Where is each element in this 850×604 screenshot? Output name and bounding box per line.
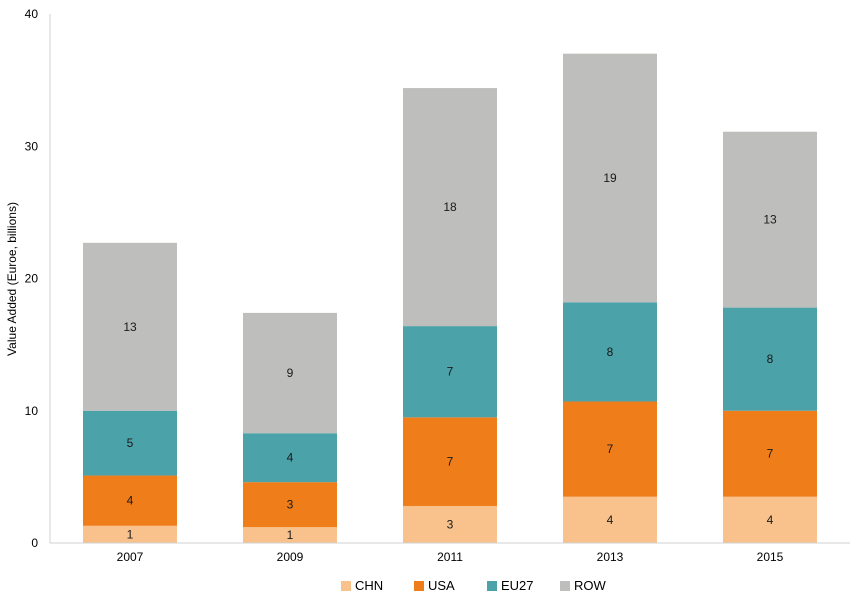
legend-item-row: ROW [560, 578, 607, 593]
data-label-chn-2007: 1 [127, 527, 134, 541]
data-label-row-2013: 19 [603, 171, 617, 185]
x-tick-label: 2009 [277, 550, 304, 564]
data-label-row-2009: 9 [287, 366, 294, 380]
y-tick-label: 30 [25, 139, 39, 153]
bar-segment-chn-2007 [83, 525, 177, 543]
y-tick-label: 10 [25, 404, 39, 418]
x-tick-label: 2013 [597, 550, 624, 564]
data-label-eu27-2009: 4 [287, 451, 294, 465]
bar-segment-row-2015 [723, 131, 817, 308]
legend-swatch [560, 581, 570, 591]
data-label-row-2015: 13 [763, 213, 777, 227]
y-tick-label: 20 [25, 272, 39, 286]
bar-segment-eu27-2015 [723, 307, 817, 411]
bar-segment-chn-2015 [723, 496, 817, 543]
bar-stack-2015: 4 7 8 13 [723, 131, 817, 543]
data-label-usa-2013: 7 [607, 442, 614, 456]
x-tick-label: 2007 [117, 550, 144, 564]
bar-segment-row-2007 [83, 242, 177, 411]
bar-segment-usa-2011 [403, 417, 497, 506]
data-label-chn-2011: 3 [447, 517, 454, 531]
legend-label: EU27 [501, 578, 534, 593]
data-label-chn-2015: 4 [767, 513, 774, 527]
bar-stack-2009: 1 3 4 9 [243, 312, 337, 543]
legend-swatch [487, 581, 497, 591]
bar-segment-usa-2015 [723, 410, 817, 497]
data-label-chn-2009: 1 [287, 528, 294, 542]
legend-label: CHN [355, 578, 383, 593]
data-label-usa-2015: 7 [767, 447, 774, 461]
legend-item-chn: CHN [341, 578, 383, 593]
data-label-usa-2009: 3 [287, 498, 294, 512]
data-label-eu27-2011: 7 [447, 365, 454, 379]
bar-segment-row-2013 [563, 53, 657, 303]
bar-segment-eu27-2009 [243, 433, 337, 483]
x-tick-label: 2011 [437, 550, 463, 564]
data-label-row-2011: 18 [443, 200, 457, 214]
bar-segment-row-2011 [403, 88, 497, 327]
legend-label: ROW [574, 578, 607, 593]
bar-segment-usa-2013 [563, 401, 657, 497]
bar-segment-chn-2013 [563, 496, 657, 543]
data-label-eu27-2007: 5 [127, 436, 134, 450]
legend-item-eu27: EU27 [487, 578, 534, 593]
legend-label: USA [428, 578, 455, 593]
data-label-eu27-2013: 8 [607, 345, 614, 359]
data-label-row-2007: 13 [123, 320, 137, 334]
bar-stack-2013: 4 7 8 19 [563, 53, 657, 543]
data-label-usa-2007: 4 [127, 494, 134, 508]
bar-segment-eu27-2011 [403, 326, 497, 418]
y-tick-label: 40 [25, 7, 39, 21]
bar-segment-chn-2009 [243, 527, 337, 543]
data-label-chn-2013: 4 [607, 513, 614, 527]
legend-item-usa: USA [414, 578, 455, 593]
legend-swatch [341, 581, 351, 591]
bar-segment-eu27-2007 [83, 410, 177, 476]
bar-stack-2007: 1 4 5 13 [83, 242, 177, 543]
y-axis-ticks: 0 10 20 30 40 [25, 7, 39, 550]
bar-segment-usa-2007 [83, 475, 177, 526]
y-axis-title: Value Added (Euroe, billions) [5, 202, 19, 356]
bar-segment-eu27-2013 [563, 302, 657, 402]
bar-segment-usa-2009 [243, 482, 337, 528]
legend: CHN USA EU27 ROW [341, 578, 607, 593]
data-label-usa-2011: 7 [447, 455, 454, 469]
x-tick-label: 2015 [757, 550, 784, 564]
bar-segment-row-2009 [243, 312, 337, 434]
legend-swatch [414, 581, 424, 591]
data-label-eu27-2015: 8 [767, 352, 774, 366]
x-axis-ticks: 2007 2009 2011 2013 2015 [117, 550, 784, 564]
bar-segment-chn-2011 [403, 505, 497, 543]
y-tick-label: 0 [31, 536, 38, 550]
bar-stack-2011: 3 7 7 18 [403, 88, 497, 543]
